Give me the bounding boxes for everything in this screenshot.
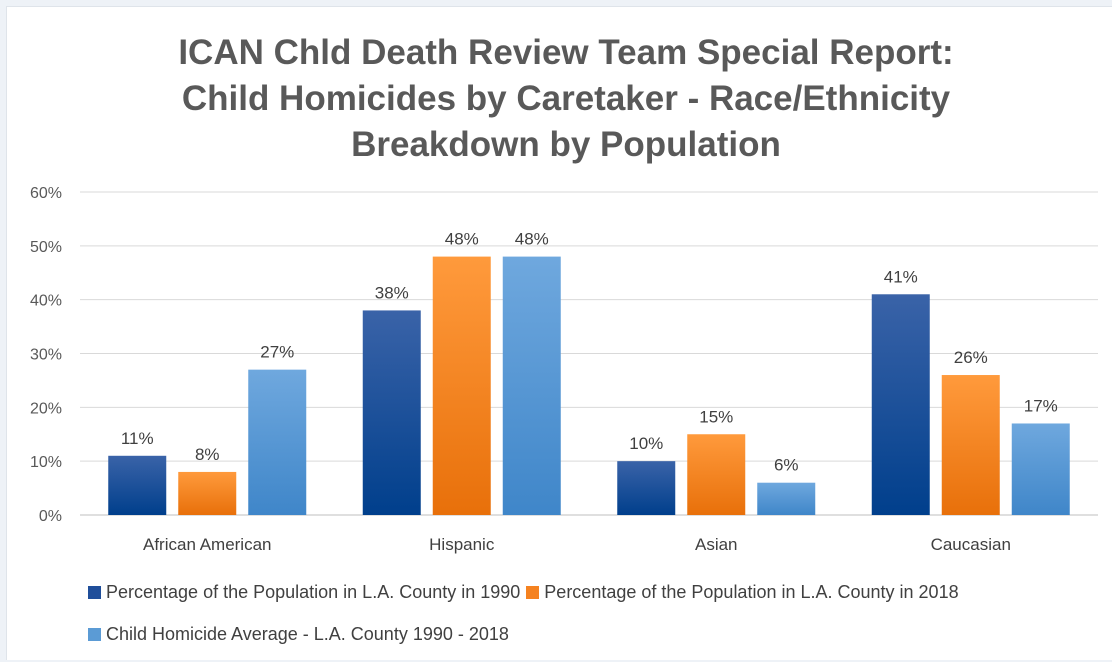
bars bbox=[108, 256, 1070, 515]
bar-caucasian-series-2 bbox=[941, 375, 1000, 515]
bar-hispanic-series-2 bbox=[432, 256, 491, 515]
y-tick-label-6: 60% bbox=[30, 185, 62, 202]
category-label-african-american: African American bbox=[143, 535, 272, 554]
category-label-hispanic: Hispanic bbox=[429, 535, 495, 554]
legend-label-1990: Percentage of the Population in L.A. Cou… bbox=[106, 581, 521, 602]
legend-item-1990: Percentage of the Population in L.A. Cou… bbox=[88, 582, 520, 603]
legend-swatch-homicide-average bbox=[88, 627, 101, 641]
chart-title: ICAN Chld Death Review Team Special Repo… bbox=[0, 30, 1112, 168]
y-axis-tick-labels: 0% 10% 20% 30% 40% 50% 60% bbox=[30, 185, 62, 525]
y-tick-label-3: 30% bbox=[30, 347, 62, 364]
bar-african-american-series-1 bbox=[108, 455, 167, 515]
bar-asian-series-2 bbox=[687, 434, 746, 515]
y-tick-label-1: 10% bbox=[30, 454, 62, 471]
legend-item-homicide-average: Child Homicide Average - L.A. County 199… bbox=[88, 624, 509, 645]
legend-row-1: Percentage of the Population in L.A. Cou… bbox=[88, 578, 1098, 606]
y-tick-label-5: 50% bbox=[30, 239, 62, 256]
data-label-hispanic-series-2: 48% bbox=[445, 230, 479, 249]
y-tick-label-0: 0% bbox=[39, 508, 62, 525]
bar-caucasian-series-3 bbox=[1011, 423, 1070, 515]
bar-african-american-series-3 bbox=[248, 369, 307, 515]
chart-title-line-1: ICAN Chld Death Review Team Special Repo… bbox=[178, 33, 954, 72]
data-labels: 11% 8% 27% 38% 48% 48% 10% 15% 6% 41% 26% 17% bbox=[121, 230, 1058, 475]
y-tick-label-2: 20% bbox=[30, 400, 62, 417]
bar-hispanic-series-1 bbox=[362, 310, 421, 515]
bar-african-american-series-2 bbox=[178, 471, 237, 515]
legend-swatch-1990 bbox=[88, 585, 101, 599]
chart-title-line-3: Breakdown by Population bbox=[351, 125, 781, 164]
chart-title-line-2: Child Homicides by Caretaker - Race/Ethn… bbox=[181, 79, 951, 118]
legend-label-2018: Percentage of the Population in L.A. Cou… bbox=[544, 581, 959, 602]
bar-caucasian-series-1 bbox=[871, 294, 930, 515]
legend-label-homicide-average: Child Homicide Average - L.A. County 199… bbox=[106, 623, 509, 644]
legend-swatch-2018 bbox=[526, 585, 540, 599]
bar-asian-series-3 bbox=[757, 482, 816, 515]
bar-hispanic-series-3 bbox=[502, 256, 561, 515]
data-label-asian-series-2: 15% bbox=[699, 407, 733, 426]
category-labels: African American Hispanic Asian Caucasian bbox=[143, 535, 1011, 554]
data-label-african-american-series-1: 11% bbox=[121, 429, 154, 448]
data-label-asian-series-3: 6% bbox=[774, 456, 799, 475]
data-label-hispanic-series-1: 38% bbox=[375, 283, 409, 302]
legend-row-2: Child Homicide Average - L.A. County 199… bbox=[88, 620, 1098, 648]
legend-item-2018: Percentage of the Population in L.A. Cou… bbox=[526, 581, 959, 603]
y-tick-label-4: 40% bbox=[30, 293, 62, 310]
data-label-asian-series-1: 10% bbox=[629, 434, 663, 453]
data-label-hispanic-series-3: 48% bbox=[515, 230, 549, 249]
bar-asian-series-1 bbox=[617, 461, 676, 515]
legend: Percentage of the Population in L.A. Cou… bbox=[88, 578, 1098, 662]
data-label-caucasian-series-1: 41% bbox=[884, 267, 918, 286]
data-label-african-american-series-2: 8% bbox=[195, 445, 220, 464]
data-label-african-american-series-3: 27% bbox=[260, 343, 294, 362]
data-label-caucasian-series-3: 17% bbox=[1024, 396, 1058, 415]
category-label-asian: Asian bbox=[695, 535, 738, 554]
bar-chart: 0% 10% 20% 30% 40% 50% 60% 11% 8% 27% 38% 48% 48% 10… bbox=[30, 185, 1098, 554]
data-label-caucasian-series-2: 26% bbox=[954, 348, 988, 367]
category-label-caucasian: Caucasian bbox=[931, 535, 1011, 554]
